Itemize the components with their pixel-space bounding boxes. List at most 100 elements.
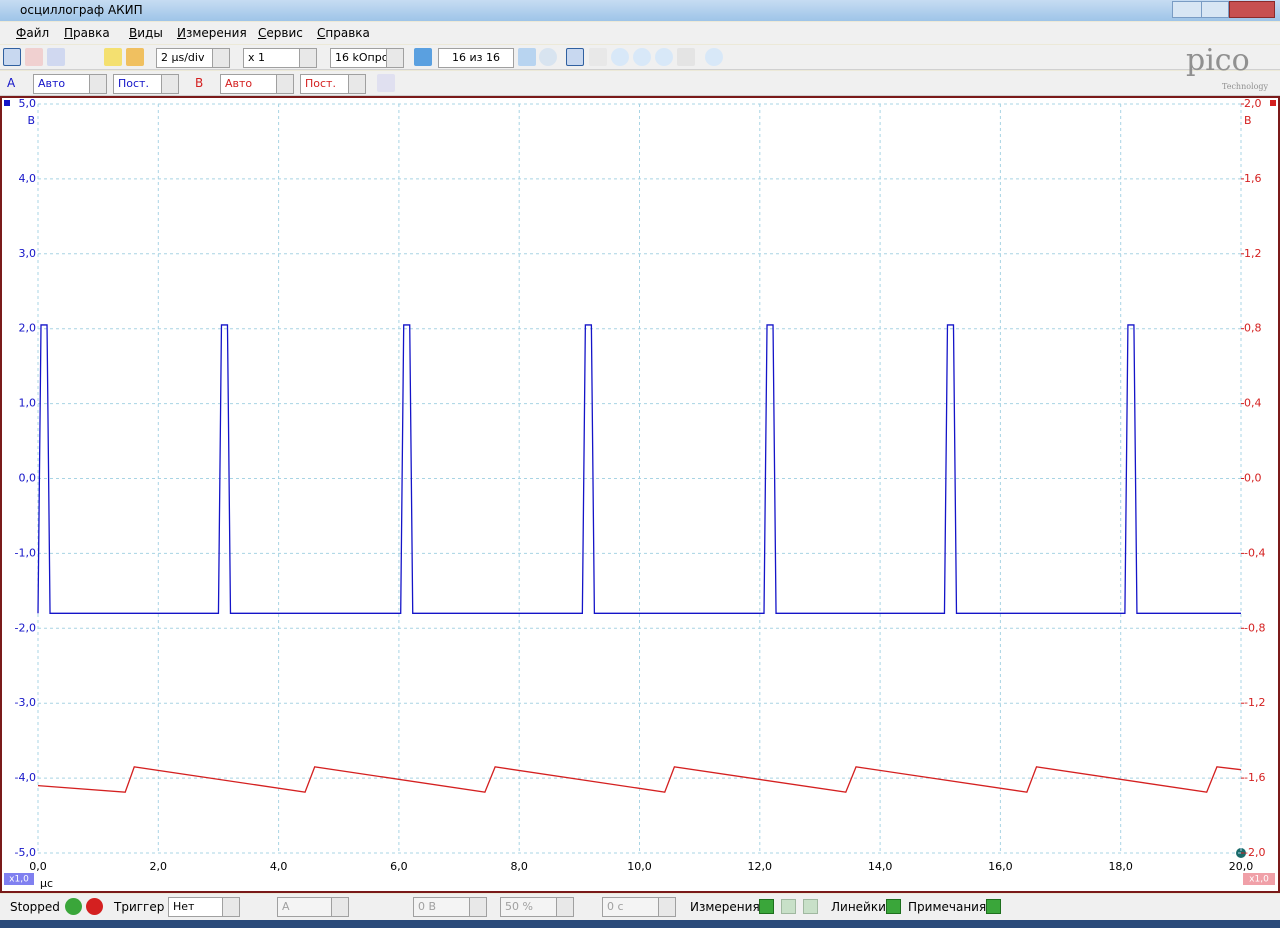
x-tick-label: 10,0 — [627, 860, 652, 873]
pointer-tool[interactable] — [566, 48, 584, 66]
y-tick-label: 1,0 — [19, 397, 37, 410]
y-tick-label: -4,0 — [15, 771, 36, 784]
coupling-value: Пост. — [305, 77, 336, 90]
y2-tick-label: -1,6 — [1244, 771, 1265, 784]
x-tick-label: 18,0 — [1108, 860, 1133, 873]
y-tick-label: 0,0 — [19, 472, 37, 485]
x-tick-label: 6,0 — [390, 860, 408, 873]
spectrum-mode[interactable] — [47, 48, 65, 66]
menu-bar: Файл Правка Виды Измерения Сервис Справк… — [0, 22, 1280, 44]
logo-sub: Technology — [1222, 82, 1269, 91]
window-title: осциллограф АКИП — [20, 3, 143, 17]
close-button[interactable] — [1229, 1, 1275, 18]
start-button[interactable] — [65, 898, 82, 915]
title-bar: осциллограф АКИП — [0, 0, 1280, 21]
range-value: Авто — [225, 77, 253, 90]
measurements-label: Измерения — [690, 900, 760, 914]
channel-bar: A Авто Пост. B Авто Пост. — [0, 71, 1280, 96]
zoom-value: x 1 — [248, 51, 266, 64]
remove-measurement — [803, 899, 818, 914]
samples-value: 16 kОпро — [335, 51, 389, 64]
channel-a-marker — [4, 100, 10, 106]
x-tick-label: 12,0 — [748, 860, 773, 873]
range-value: Авто — [38, 77, 66, 90]
y2-tick-label: -2,0 — [1244, 846, 1265, 859]
trace — [37, 324, 1241, 614]
home[interactable] — [126, 48, 144, 66]
y-tick-label: 2,0 — [19, 322, 37, 335]
scale-label: x1,0 — [1249, 875, 1269, 885]
channel-b-label: B — [195, 76, 204, 90]
notes-button[interactable] — [986, 899, 1001, 914]
zoom-fit[interactable] — [705, 48, 723, 66]
run-state: Stopped — [10, 900, 60, 914]
y-tick-label: -1,0 — [15, 546, 36, 559]
y-axis-unit: В — [27, 114, 35, 127]
y2-tick-label: -1,2 — [1244, 696, 1265, 709]
stop-button[interactable] — [86, 898, 103, 915]
trigger-channel: A — [277, 897, 349, 917]
status-bar: Stopped Триггер Нет A 0 В 50 % 0 с Измер… — [0, 894, 1280, 920]
prev-buffer[interactable] — [414, 48, 432, 66]
level-value: 0 В — [418, 900, 437, 913]
hand-tool[interactable] — [589, 48, 607, 66]
toolbar: 2 μs/div x 1 16 kОпро 16 из 16 — [0, 45, 1280, 70]
undo-zoom[interactable] — [677, 48, 695, 66]
menu-item[interactable]: Виды — [129, 26, 163, 40]
add-measurement[interactable] — [759, 899, 774, 914]
logo: pico — [1186, 43, 1250, 78]
channel-options[interactable] — [377, 74, 395, 92]
trigger-delay: 0 с — [602, 897, 676, 917]
persist-mode[interactable] — [25, 48, 43, 66]
y-tick-label: -5,0 — [15, 846, 36, 859]
trace — [37, 766, 1242, 793]
x-tick-label: 16,0 — [988, 860, 1013, 873]
trigger-mode[interactable]: Нет — [168, 897, 240, 917]
x-tick-label: 8,0 — [510, 860, 528, 873]
channel-a-range[interactable]: Авто — [33, 74, 107, 94]
y-tick-label: -3,0 — [15, 696, 36, 709]
y2-tick-label: -0,8 — [1244, 621, 1265, 634]
timebase-value: 2 μs/div — [161, 51, 205, 64]
channel-a-coupling[interactable]: Пост. — [113, 74, 179, 94]
next-buffer[interactable] — [518, 48, 536, 66]
auto-setup[interactable] — [104, 48, 122, 66]
menu-item[interactable]: Правка — [64, 26, 110, 40]
menu-item[interactable]: Файл — [16, 26, 50, 40]
channel-b-coupling[interactable]: Пост. — [300, 74, 366, 94]
menu-item[interactable]: Сервис — [258, 26, 303, 40]
x-tick-label: 14,0 — [868, 860, 893, 873]
trigger-level: 0 В — [413, 897, 487, 917]
trigger-label: Триггер — [114, 900, 165, 914]
x-tick-label: 20,0 — [1229, 860, 1254, 873]
notes-label: Примечания — [908, 900, 987, 914]
zoom-out[interactable] — [655, 48, 673, 66]
y-tick-label: 5,0 — [19, 97, 37, 110]
coupling-value: Пост. — [118, 77, 149, 90]
zoom-in[interactable] — [633, 48, 651, 66]
y2-tick-label: 0,8 — [1244, 322, 1262, 335]
zoom-tool[interactable] — [611, 48, 629, 66]
channel-b-marker — [1270, 100, 1276, 106]
menu-item[interactable]: Справка — [317, 26, 370, 40]
scope-mode[interactable] — [3, 48, 21, 66]
y-tick-label: 3,0 — [19, 247, 37, 260]
channel-b-range[interactable]: Авто — [220, 74, 294, 94]
navigate[interactable] — [539, 48, 557, 66]
minimize-button[interactable] — [1172, 1, 1202, 18]
maximize-button[interactable] — [1201, 1, 1229, 18]
samples[interactable]: 16 kОпро — [330, 48, 404, 68]
delay-value: 0 с — [607, 900, 624, 913]
timebase[interactable]: 2 μs/div — [156, 48, 230, 68]
y2-tick-label: 0,0 — [1244, 472, 1262, 485]
zoom[interactable]: x 1 — [243, 48, 317, 68]
rulers-button[interactable] — [886, 899, 901, 914]
rulers-label: Линейки — [831, 900, 886, 914]
edit-measurement — [781, 899, 796, 914]
taskbar — [0, 920, 1280, 928]
menu-item[interactable]: Измерения — [177, 26, 247, 40]
y2-tick-label: 1,2 — [1244, 247, 1262, 260]
buffer-value: 16 из 16 — [452, 51, 500, 64]
y-tick-label: 4,0 — [19, 172, 37, 185]
